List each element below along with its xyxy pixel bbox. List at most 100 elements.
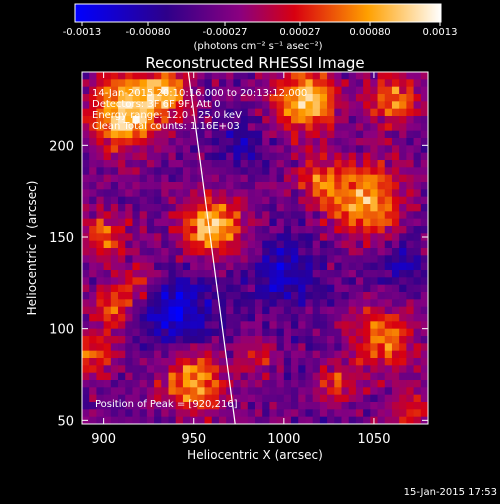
heatmap-cell — [175, 262, 184, 271]
heatmap-cell — [197, 145, 205, 154]
heatmap-cell — [132, 299, 141, 308]
heatmap-cell — [391, 262, 400, 271]
heatmap-cell — [247, 152, 256, 161]
heatmap-cell — [139, 233, 148, 242]
heatmap-cell — [190, 314, 198, 322]
heatmap-cell — [218, 116, 227, 124]
heatmap-cell — [226, 277, 234, 286]
heatmap-cell — [305, 372, 314, 381]
heatmap-cell — [168, 86, 177, 95]
heatmap-cell — [197, 314, 205, 322]
heatmap-cell — [406, 182, 414, 190]
heatmap-cell — [190, 284, 198, 293]
heatmap-cell — [182, 277, 191, 286]
heatmap-cell — [139, 226, 148, 234]
heatmap-cell — [391, 343, 400, 352]
heatmap-cell — [89, 248, 97, 256]
heatmap-cell — [168, 130, 177, 139]
heatmap-cell — [125, 204, 133, 212]
heatmap-cell — [276, 152, 285, 161]
heatmap-cell — [406, 387, 414, 396]
heatmap-cell — [262, 277, 270, 286]
heatmap-cell — [211, 380, 220, 388]
heatmap-cell — [255, 108, 263, 117]
heatmap-cell — [139, 211, 148, 220]
heatmap-cell — [255, 248, 263, 256]
heatmap-cell — [291, 372, 299, 381]
heatmap-cell — [319, 79, 328, 88]
heatmap-cell — [406, 262, 414, 271]
heatmap-cell — [139, 116, 148, 124]
heatmap-cell — [175, 226, 184, 234]
heatmap-cell — [82, 86, 90, 95]
heatmap-cell — [103, 416, 112, 424]
heatmap-cell — [204, 350, 213, 359]
heatmap-cell — [168, 387, 177, 396]
heatmap-cell — [103, 402, 112, 410]
heatmap-cell — [298, 101, 306, 110]
heatmap-cell — [182, 101, 191, 110]
heatmap-cell — [269, 306, 278, 315]
heatmap-cell — [218, 416, 227, 424]
heatmap-cell — [420, 248, 428, 256]
heatmap-cell — [154, 284, 162, 293]
heatmap-cell — [190, 233, 198, 242]
heatmap-cell — [125, 174, 133, 183]
heatmap-cell — [305, 204, 314, 212]
heatmap-cell — [269, 152, 278, 161]
heatmap-cell — [255, 321, 263, 330]
heatmap-cell — [413, 387, 422, 396]
heatmap-cell — [197, 108, 205, 117]
heatmap-cell — [125, 255, 133, 264]
heatmap-cell — [139, 240, 148, 249]
heatmap-cell — [154, 255, 162, 264]
heatmap-cell — [154, 262, 162, 271]
heatmap-cell — [247, 182, 256, 190]
heatmap-cell — [125, 387, 133, 396]
heatmap-cell — [247, 204, 256, 212]
heatmap-cell — [269, 314, 278, 322]
heatmap-cell — [370, 394, 378, 403]
heatmap-cell — [312, 101, 321, 110]
heatmap-cell — [348, 328, 357, 337]
heatmap-cell — [190, 101, 198, 110]
heatmap-cell — [298, 116, 306, 124]
heatmap-cell — [139, 130, 148, 139]
heatmap-cell — [118, 248, 126, 256]
heatmap-cell — [233, 343, 241, 352]
heatmap-cell — [391, 86, 400, 95]
heatmap-cell — [226, 130, 234, 139]
heatmap-cell — [341, 277, 350, 286]
heatmap-cell — [355, 160, 364, 168]
heatmap-cell — [96, 182, 105, 190]
heatmap-cell — [283, 123, 292, 132]
heatmap-cell — [348, 402, 357, 410]
heatmap-cell — [139, 277, 148, 286]
heatmap-cell — [89, 387, 97, 396]
heatmap-cell — [110, 130, 119, 139]
heatmap-cell — [240, 240, 249, 249]
heatmap-cell — [370, 343, 378, 352]
heatmap-cell — [82, 167, 90, 176]
heatmap-cell — [413, 116, 422, 124]
heatmap-cell — [348, 218, 357, 227]
heatmap-cell — [146, 226, 155, 234]
heatmap-cell — [312, 196, 321, 205]
heatmap-cell — [391, 292, 400, 300]
heatmap-cell — [283, 336, 292, 344]
heatmap-cell — [363, 101, 371, 110]
heatmap-cell — [341, 314, 350, 322]
heatmap-cell — [255, 328, 263, 337]
heatmap-cell — [218, 262, 227, 271]
heatmap-cell — [255, 79, 263, 88]
heatmap-cell — [182, 138, 191, 146]
heatmap-cell — [118, 262, 126, 271]
heatmap-cell — [384, 306, 393, 315]
heatmap-cell — [406, 409, 414, 418]
heatmap-cell — [110, 86, 119, 95]
heatmap-cell — [413, 152, 422, 161]
heatmap-cell — [355, 204, 364, 212]
heatmap-cell — [226, 372, 234, 381]
heatmap-cell — [118, 416, 126, 424]
heatmap-cell — [175, 108, 184, 117]
